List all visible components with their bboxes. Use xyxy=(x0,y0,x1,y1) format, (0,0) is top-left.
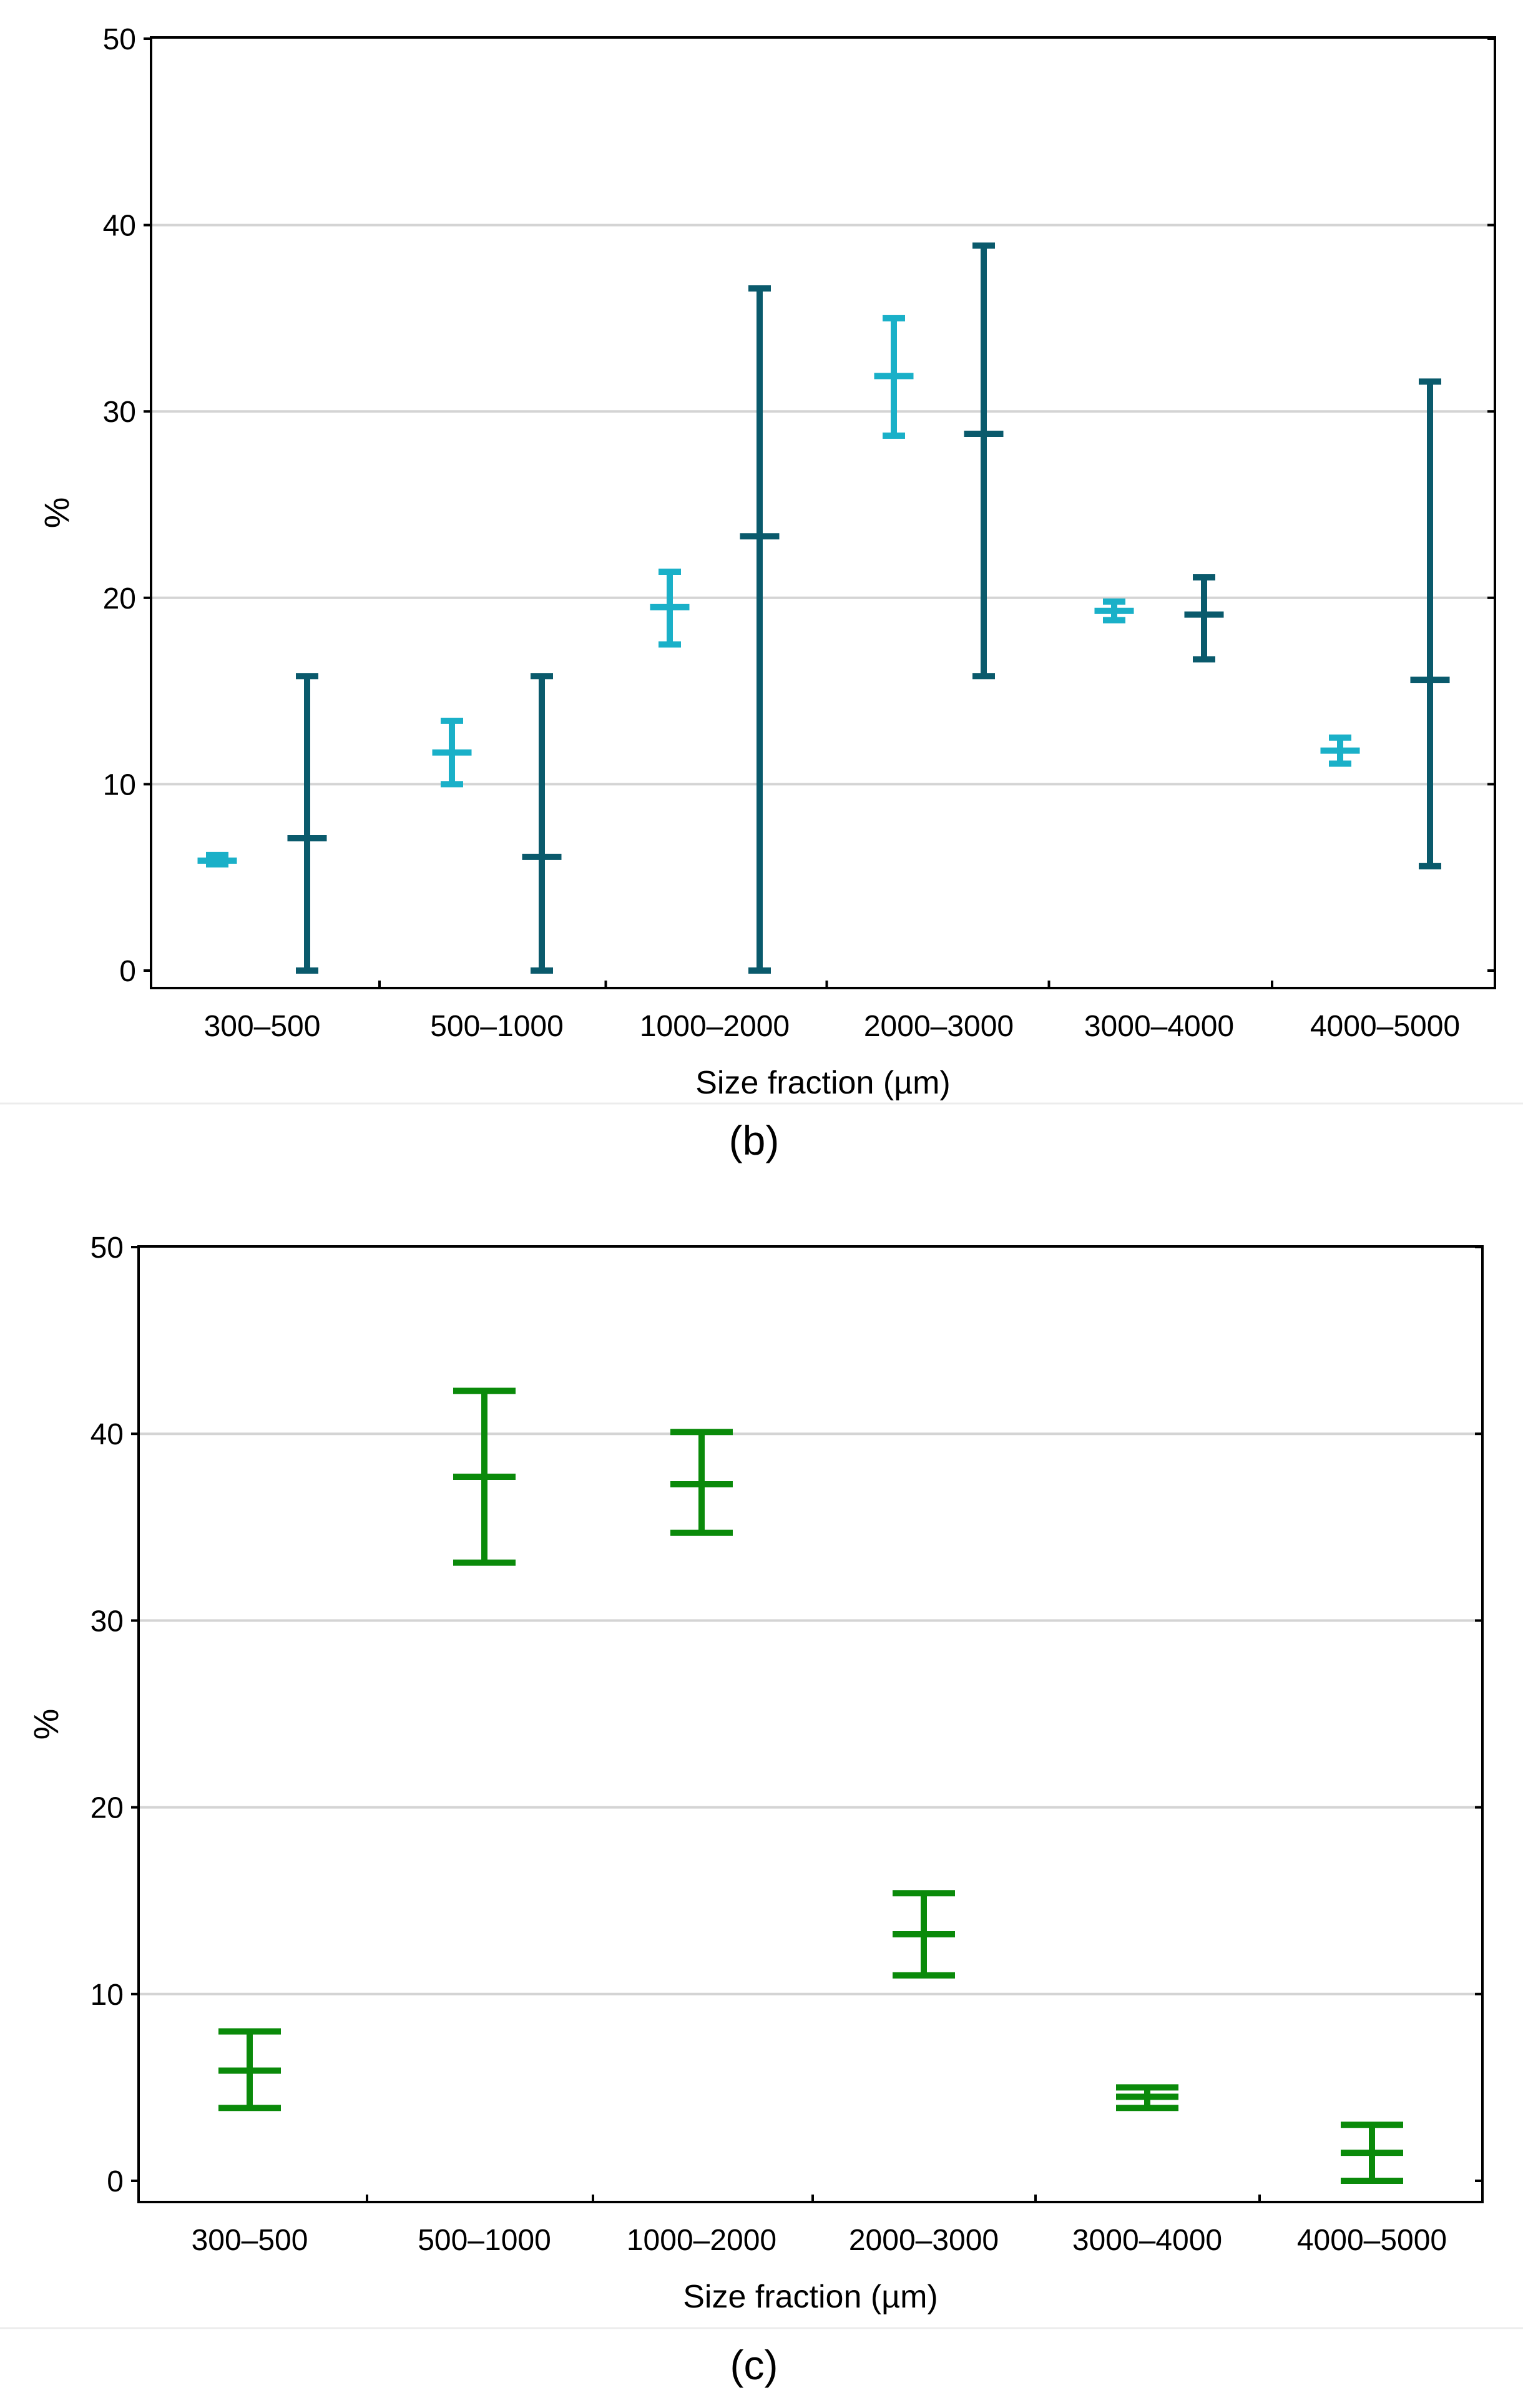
x-axis: 300–500 500–1000 1000–2000 2000–3000 3000–40… xyxy=(192,2195,1447,2257)
y-tick-label: 20 xyxy=(91,1792,124,1825)
gridlines xyxy=(151,223,1495,786)
errorbar-series-light xyxy=(1094,598,1134,624)
errorbar-series-light xyxy=(432,717,472,788)
x-tick-label: 300–500 xyxy=(192,2224,308,2257)
x-axis-label: Size fraction (µm) xyxy=(695,1065,950,1101)
chart-panel-c: (c) 0 10 20 30 40 50% 300–500 500–1000 1000–2000… xyxy=(26,1231,1484,2388)
errorbar-series-dark xyxy=(1184,574,1224,663)
y-tick-label: 40 xyxy=(103,210,136,243)
x-tick-label: 300–500 xyxy=(204,1010,321,1043)
x-tick-label: 1000–2000 xyxy=(640,1010,790,1043)
plot-frame xyxy=(137,1245,1484,2203)
x-tick-label: 4000–5000 xyxy=(1310,1010,1460,1043)
errorbar-series-dark xyxy=(522,673,562,974)
y-axis: 0 10 20 30 40 50 xyxy=(103,23,1495,988)
gridlines xyxy=(139,1432,1482,1995)
y-tick-label: 30 xyxy=(103,396,136,429)
plot-frame xyxy=(150,36,1496,989)
errorbar-series-dark xyxy=(287,673,327,974)
errorbar-series-green xyxy=(670,1429,733,1536)
errorbar-series-dark xyxy=(1410,378,1450,869)
errorbar-series-light xyxy=(1320,734,1360,767)
y-tick-label: 10 xyxy=(91,1979,124,2012)
y-tick-label: 0 xyxy=(119,955,136,988)
y-tick-label: 20 xyxy=(103,582,136,615)
errorbar-series-green xyxy=(453,1388,516,1566)
series-series-dark xyxy=(287,242,1450,974)
y-axis-label: % xyxy=(37,497,76,529)
errorbar-series-green xyxy=(1341,2122,1403,2184)
panel-b-label: (b) xyxy=(729,1117,780,1163)
x-tick-label: 2000–3000 xyxy=(849,2224,999,2257)
errorbar-series-green xyxy=(1116,2084,1178,2112)
errorbar-series-light xyxy=(197,851,237,868)
panel-c-label: (c) xyxy=(730,2342,778,2388)
errorbar-series-dark xyxy=(964,242,1004,680)
errorbar-series-green xyxy=(218,2028,281,2112)
errorbar-series-dark xyxy=(740,285,780,974)
chart-panel-b: (b) 0 10 20 30 40 50% 300–500 500–1000 1000–2000… xyxy=(37,23,1496,1163)
series-series-light xyxy=(197,315,1360,868)
x-tick-label: 500–1000 xyxy=(418,2224,551,2257)
x-axis-label: Size fraction (µm) xyxy=(683,2279,938,2315)
errorbar-series-green xyxy=(893,1890,955,1979)
y-axis-label: % xyxy=(26,1709,66,1740)
x-tick-label: 3000–4000 xyxy=(1072,2224,1222,2257)
y-tick-label: 50 xyxy=(91,1231,124,1265)
y-tick-label: 50 xyxy=(103,23,136,56)
y-tick-label: 0 xyxy=(107,2165,124,2198)
y-axis: 0 10 20 30 40 50 xyxy=(91,1231,1482,2198)
y-tick-label: 40 xyxy=(91,1418,124,1451)
x-tick-label: 4000–5000 xyxy=(1297,2224,1447,2257)
x-tick-label: 1000–2000 xyxy=(627,2224,776,2257)
y-tick-label: 10 xyxy=(103,768,136,801)
x-tick-label: 500–1000 xyxy=(430,1010,564,1043)
y-tick-label: 30 xyxy=(91,1605,124,1638)
errorbar-series-light xyxy=(874,315,914,439)
x-tick-label: 2000–3000 xyxy=(864,1010,1014,1043)
x-axis: 300–500 500–1000 1000–2000 2000–3000 3000–40… xyxy=(204,981,1460,1043)
errorbar-series-light xyxy=(650,568,690,648)
x-tick-label: 3000–4000 xyxy=(1084,1010,1234,1043)
series-series-green xyxy=(218,1388,1403,2184)
